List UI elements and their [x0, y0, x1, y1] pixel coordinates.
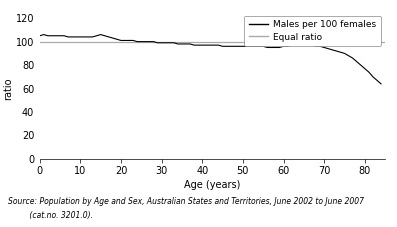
- Text: (cat.no. 3201.0).: (cat.no. 3201.0).: [8, 211, 93, 220]
- Y-axis label: ratio: ratio: [3, 77, 13, 100]
- Text: Source: Population by Age and Sex, Australian States and Territories, June 2002 : Source: Population by Age and Sex, Austr…: [8, 197, 364, 207]
- X-axis label: Age (years): Age (years): [184, 180, 241, 190]
- Legend: Males per 100 females, Equal ratio: Males per 100 females, Equal ratio: [244, 16, 381, 46]
